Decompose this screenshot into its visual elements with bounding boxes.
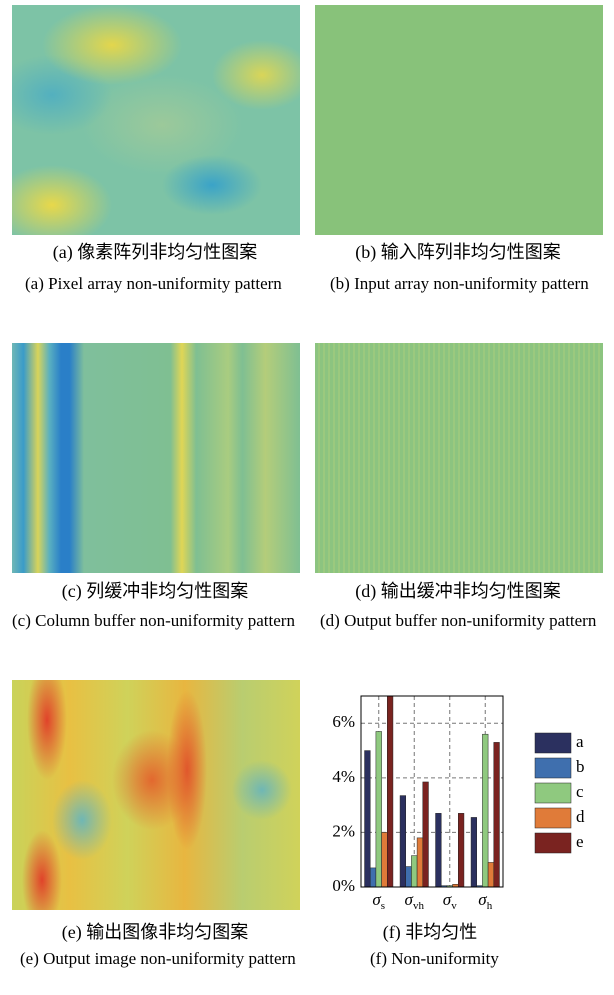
x-tick-label: σs	[372, 890, 385, 912]
caption-en: (b) Input array non-uniformity pattern	[330, 273, 614, 294]
caption-en: (e) Output image non-uniformity pattern	[20, 948, 312, 969]
legend-label: c	[576, 782, 584, 801]
caption-en: (d) Output buffer non-uniformity pattern	[320, 610, 614, 631]
caption-cn: (d) 输出缓冲非均匀性图案	[308, 577, 608, 603]
y-tick-label: 6%	[332, 712, 355, 731]
pattern-image	[12, 680, 300, 910]
x-tick-label: σv	[443, 890, 457, 912]
bar	[488, 862, 494, 887]
bar	[411, 856, 417, 887]
bar	[400, 796, 406, 887]
bar	[417, 838, 423, 887]
legend-swatch	[535, 758, 571, 778]
bar	[436, 813, 442, 887]
bar	[441, 886, 447, 887]
bar	[376, 731, 382, 887]
bar	[382, 832, 388, 887]
x-tick-label: σvh	[405, 890, 425, 912]
caption-cn: (b) 输入阵列非均匀性图案	[308, 238, 608, 264]
bar	[477, 886, 483, 887]
y-tick-label: 4%	[332, 767, 355, 786]
plot-frame	[361, 696, 503, 887]
legend-label: e	[576, 832, 584, 851]
caption-cn: (a) 像素阵列非均匀性图案	[5, 238, 305, 264]
y-tick-label: 2%	[332, 821, 355, 840]
legend-label: d	[576, 807, 585, 826]
bar	[494, 742, 500, 887]
bar	[387, 696, 393, 887]
bar	[406, 867, 412, 887]
bar	[365, 751, 371, 887]
bar	[471, 817, 477, 887]
bar	[423, 782, 429, 887]
caption-cn: (c) 列缓冲非均匀性图案	[5, 577, 305, 603]
caption-cn: (e) 输出图像非均匀图案	[5, 918, 305, 944]
legend-swatch	[535, 808, 571, 828]
pattern-image	[315, 5, 603, 235]
legend-swatch	[535, 783, 571, 803]
caption-en: (f) Non-uniformity	[370, 948, 570, 969]
legend-label: a	[576, 732, 584, 751]
caption-cn: (f) 非均匀性	[280, 918, 580, 944]
y-tick-label: 0%	[332, 876, 355, 895]
pattern-image	[12, 343, 300, 573]
bar	[458, 813, 464, 887]
legend-label: b	[576, 757, 585, 776]
caption-en: (c) Column buffer non-uniformity pattern	[12, 610, 312, 631]
page: (a) 像素阵列非均匀性图案 (a) Pixel array non-unifo…	[0, 0, 614, 995]
bar	[482, 734, 488, 887]
bar	[453, 884, 459, 887]
bar	[370, 868, 376, 887]
x-tick-label: σh	[478, 890, 492, 912]
pattern-image	[12, 5, 300, 235]
caption-en: (a) Pixel array non-uniformity pattern	[25, 273, 317, 294]
pattern-image	[315, 343, 603, 573]
legend-swatch	[535, 733, 571, 753]
legend-swatch	[535, 833, 571, 853]
bar	[447, 886, 453, 887]
